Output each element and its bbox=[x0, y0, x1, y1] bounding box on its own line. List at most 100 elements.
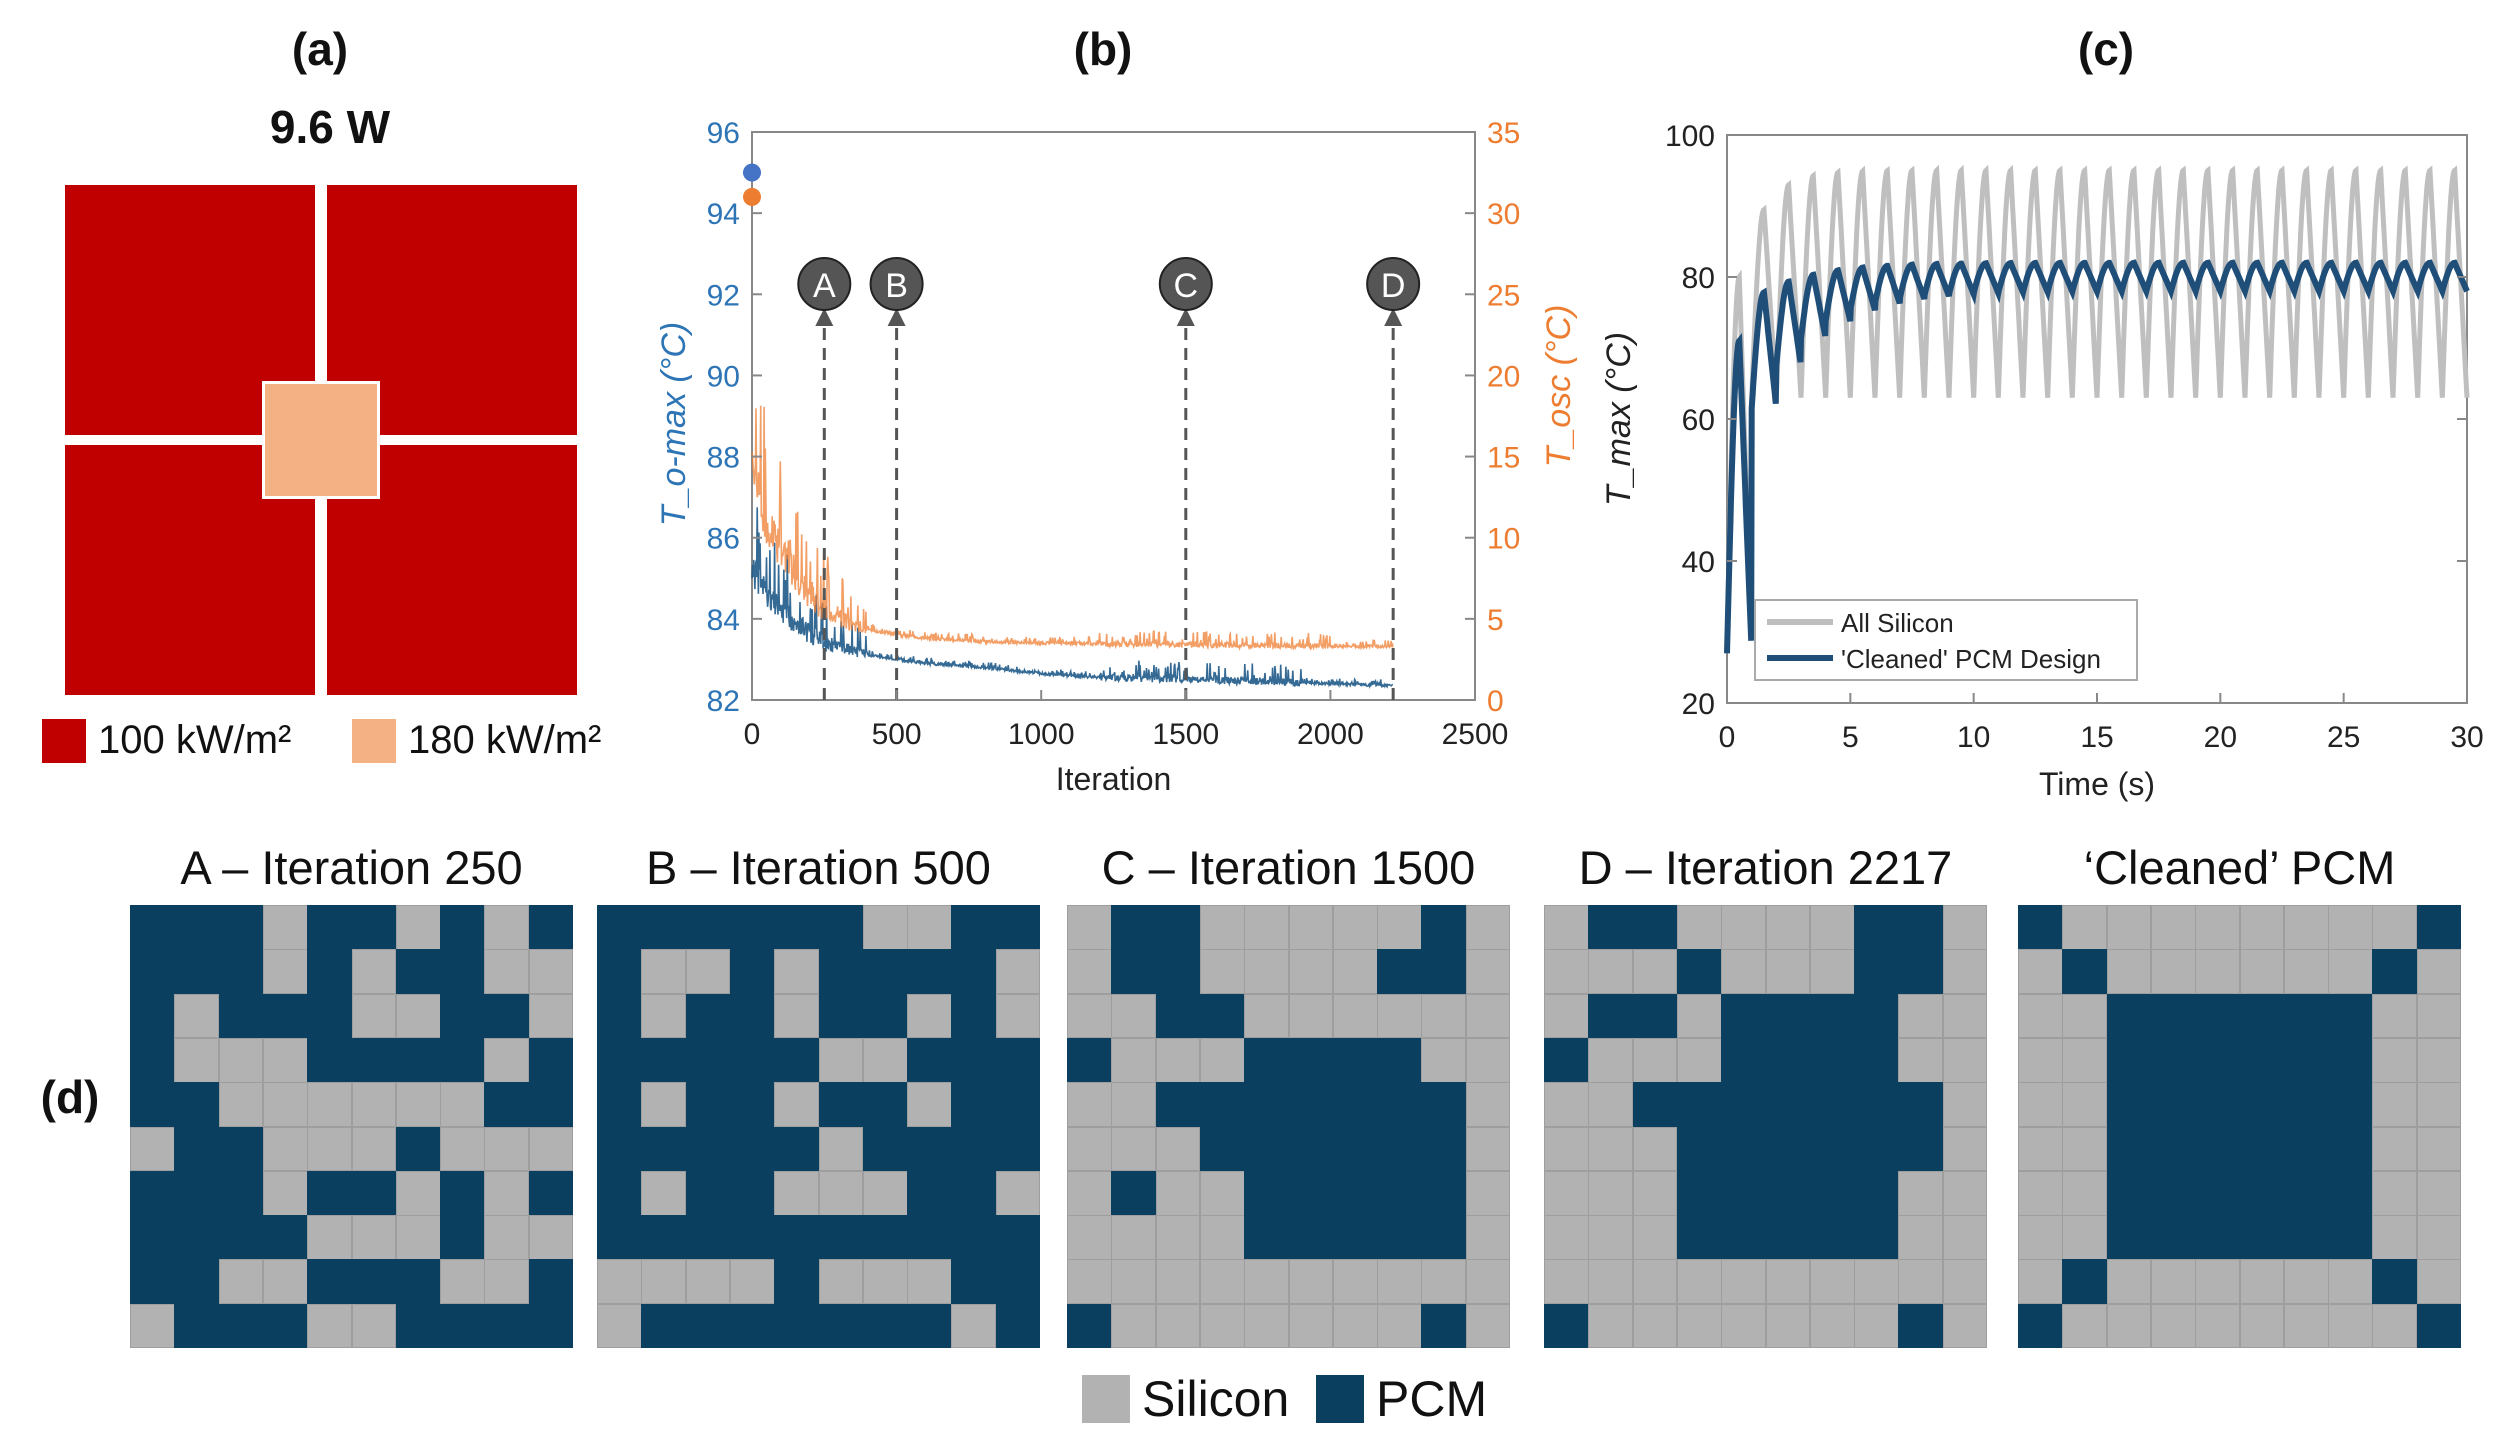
silicon-cell bbox=[1199, 905, 1245, 950]
silicon-cell bbox=[2283, 949, 2329, 995]
silicon-cell bbox=[1244, 993, 1289, 1039]
pcm-cell bbox=[130, 949, 175, 995]
silicon-cell bbox=[1942, 949, 1988, 995]
pcm-cell bbox=[774, 1126, 819, 1172]
pcm-cell bbox=[2328, 1215, 2373, 1260]
chart-b-ytick-right-label: 0 bbox=[1487, 685, 1504, 718]
chart-b-xtick-label: 2000 bbox=[1297, 718, 1364, 751]
silicon-cell bbox=[2372, 993, 2418, 1039]
silicon-cell bbox=[1199, 1215, 1245, 1260]
silicon-cell bbox=[641, 1082, 687, 1127]
silicon-cell bbox=[1632, 1215, 1678, 1260]
pcm-cell bbox=[1809, 1170, 1855, 1216]
silicon-cell bbox=[1942, 1170, 1988, 1216]
pcm-cell bbox=[130, 1037, 175, 1083]
pcm-cell bbox=[1244, 1215, 1289, 1260]
pcm-cell bbox=[1854, 1126, 1899, 1172]
silicon-cell bbox=[1544, 1259, 1589, 1305]
legend-label-silicon: Silicon bbox=[1142, 1371, 1290, 1427]
pcm-cell bbox=[729, 993, 775, 1039]
silicon-cell bbox=[1544, 993, 1589, 1039]
silicon-cell bbox=[2106, 1259, 2152, 1305]
chart-c-ytick-label: 20 bbox=[1682, 688, 1715, 721]
pcm-cell bbox=[2283, 993, 2329, 1039]
silicon-cell bbox=[307, 1126, 352, 1172]
pcm-cell bbox=[818, 1303, 864, 1349]
pcm-cell bbox=[1854, 905, 1899, 950]
silicon-cell bbox=[1377, 905, 1422, 950]
pcm-cell bbox=[1332, 1037, 1378, 1083]
silicon-cell bbox=[2372, 1170, 2418, 1216]
silicon-cell bbox=[218, 1082, 264, 1127]
silicon-cell bbox=[1676, 993, 1722, 1039]
silicon-cell bbox=[1676, 1037, 1722, 1083]
silicon-cell bbox=[1465, 1259, 1511, 1305]
silicon-cell bbox=[174, 1037, 220, 1083]
silicon-cell bbox=[262, 1037, 308, 1083]
pcm-cell bbox=[528, 1170, 574, 1216]
pcm-cell bbox=[174, 1170, 220, 1216]
pcm-cell bbox=[130, 1170, 175, 1216]
silicon-cell bbox=[1544, 1215, 1589, 1260]
pcm-cell bbox=[1854, 1215, 1899, 1260]
silicon-cell bbox=[1155, 1126, 1201, 1172]
pcm-cell bbox=[440, 949, 485, 995]
silicon-cell bbox=[1377, 1259, 1422, 1305]
silicon-cell bbox=[395, 1082, 441, 1127]
pcm-cell bbox=[2150, 1170, 2196, 1216]
pcm-cell bbox=[2106, 1126, 2152, 1172]
silicon-cell bbox=[2416, 1259, 2462, 1305]
pcm-cell bbox=[440, 1303, 485, 1349]
pcm-cell bbox=[440, 993, 485, 1039]
pcm-cell bbox=[774, 905, 819, 950]
silicon-cell bbox=[774, 949, 819, 995]
pcm-cell bbox=[1244, 1126, 1289, 1172]
pcm-cell bbox=[995, 905, 1041, 950]
pcm-cell bbox=[1199, 1082, 1245, 1127]
silicon-cell bbox=[1544, 1082, 1589, 1127]
chart-b-ytick-left-label: 96 bbox=[707, 117, 740, 150]
grid-title-4: ‘Cleaned’ PCM bbox=[2083, 841, 2396, 894]
pcm-cell bbox=[729, 1037, 775, 1083]
silicon-cell bbox=[1199, 1259, 1245, 1305]
silicon-cell bbox=[1332, 1303, 1378, 1349]
silicon-cell bbox=[1588, 1037, 1634, 1083]
panel-label-d: (d) bbox=[40, 1071, 100, 1123]
pcm-cell bbox=[1632, 993, 1678, 1039]
silicon-cell bbox=[1942, 905, 1988, 950]
chart-c-legend-label-0: All Silicon bbox=[1841, 608, 1954, 638]
pcm-cell bbox=[262, 1215, 308, 1260]
silicon-cell bbox=[1721, 1259, 1766, 1305]
chart-b-ytick-right-label: 10 bbox=[1487, 523, 1520, 556]
pcm-cell bbox=[1544, 1037, 1589, 1083]
pcm-cell bbox=[1377, 1126, 1422, 1172]
pcm-cell bbox=[2150, 993, 2196, 1039]
chart-c-xlabel: Time (s) bbox=[2039, 766, 2155, 802]
silicon-cell bbox=[1898, 1259, 1944, 1305]
silicon-cell bbox=[1111, 1215, 1157, 1260]
silicon-cell bbox=[1942, 1126, 1988, 1172]
pcm-cell bbox=[1854, 1037, 1899, 1083]
silicon-cell bbox=[2328, 1303, 2373, 1349]
legend-label-180: 180 kW/m² bbox=[408, 718, 602, 762]
silicon-cell bbox=[1421, 1259, 1467, 1305]
pcm-cell bbox=[2239, 1082, 2285, 1127]
pcm-cell bbox=[1898, 1303, 1944, 1349]
chart-c-xtick-label: 5 bbox=[1842, 721, 1859, 754]
silicon-cell bbox=[2018, 1215, 2063, 1260]
chart-b-ytick-right-label: 30 bbox=[1487, 198, 1520, 231]
silicon-cell bbox=[1067, 1215, 1112, 1260]
silicon-cell bbox=[2416, 1037, 2462, 1083]
silicon-cell bbox=[2328, 949, 2373, 995]
silicon-cell bbox=[1155, 1303, 1201, 1349]
pcm-cell bbox=[1676, 1170, 1722, 1216]
silicon-cell bbox=[2195, 905, 2240, 950]
series-right bbox=[751, 405, 1394, 652]
silicon-cell bbox=[2150, 905, 2196, 950]
pcm-cell bbox=[1155, 905, 1201, 950]
pcm-cell bbox=[1676, 949, 1722, 995]
silicon-cell bbox=[1898, 1037, 1944, 1083]
chart-b-xtick-label: 500 bbox=[872, 718, 922, 751]
grid-title-1: B – Iteration 500 bbox=[646, 841, 991, 894]
pcm-cell bbox=[1765, 1126, 1811, 1172]
